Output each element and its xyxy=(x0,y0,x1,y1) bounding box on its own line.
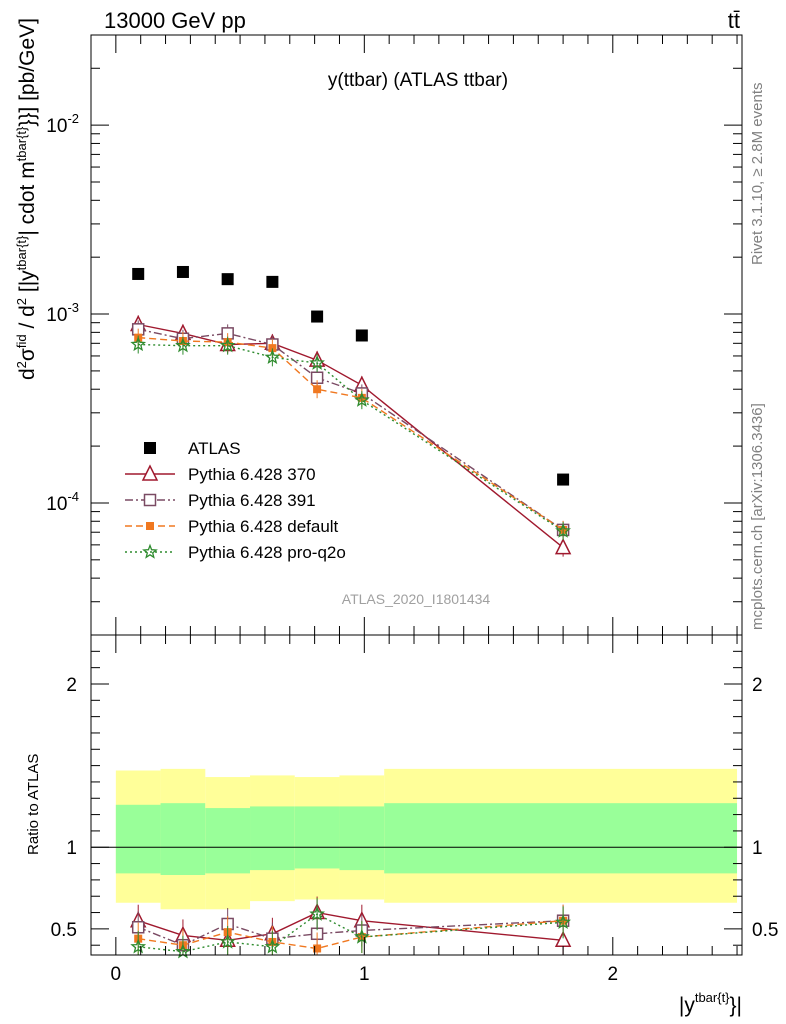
uncertainty-band-stat xyxy=(384,803,738,874)
ratio-y-tick-label: 2 xyxy=(66,675,77,696)
legend-marker xyxy=(143,493,157,507)
ratio-data-point xyxy=(264,938,281,954)
x-tick-label: 1 xyxy=(359,964,370,985)
data-point xyxy=(353,391,370,407)
x-tick-label: 2 xyxy=(608,964,619,985)
ratio-data-point xyxy=(309,905,326,921)
data-point xyxy=(176,265,189,278)
main-y-tick-label: 10-4 xyxy=(46,489,79,515)
ratio-series-line xyxy=(137,920,564,946)
uncertainty-band-stat xyxy=(115,804,161,874)
legend-item: Pythia 6.428 391 xyxy=(125,491,316,510)
data-point xyxy=(313,385,322,394)
legend-label: Pythia 6.428 391 xyxy=(188,491,316,510)
x-tick-label: 0 xyxy=(111,964,122,985)
ratio-series-pythia-6-428-pro-q2o xyxy=(130,898,572,959)
legend-item: Pythia 6.428 pro-q2o xyxy=(125,543,346,562)
data-point xyxy=(557,473,570,486)
data-point xyxy=(309,354,325,370)
data-point xyxy=(132,267,145,280)
data-point xyxy=(221,273,234,286)
ratio-panel: 0.5 0.5 1 1 2 2 0 1 2 Ratio to ATLAS |ytbar{t}}| xyxy=(25,634,778,1017)
ratio-frame xyxy=(90,634,743,956)
series-line xyxy=(138,323,564,549)
main-y-tick-label: 10-3 xyxy=(46,300,79,326)
ratio-y-tick-label-right: 2 xyxy=(752,675,763,696)
legend-label: Pythia 6.428 default xyxy=(188,517,339,536)
ratio-y-axis-label: Ratio to ATLAS xyxy=(25,754,42,855)
series-atlas xyxy=(132,265,570,486)
data-point xyxy=(555,522,572,538)
uncertainty-band-stat xyxy=(250,806,295,871)
series-pythia-6-428-pro-q2o xyxy=(130,335,572,541)
legend-marker xyxy=(144,442,156,454)
data-point xyxy=(219,337,236,353)
legend-item: ATLAS xyxy=(144,439,241,458)
uncertainty-band-stat xyxy=(205,808,251,874)
uncertainty-band-stat xyxy=(294,806,340,869)
x-axis-label: |ytbar{t}}| xyxy=(679,990,742,1017)
uncertainty-band-stat xyxy=(339,806,385,871)
ratio-series-pythia-6-428-391 xyxy=(131,904,570,955)
data-point xyxy=(266,275,279,288)
rivet-version-label: Rivet 3.1.10, ≥ 2.8M events xyxy=(749,83,766,266)
legend-item: Pythia 6.428 default xyxy=(125,517,339,536)
legend: ATLAS Pythia 6.428 370 Pythia 6.428 391 Pyt… xyxy=(125,439,346,562)
data-point xyxy=(355,329,368,342)
ratio-y-tick-label: 0.5 xyxy=(51,920,77,941)
data-point xyxy=(311,310,324,323)
data-point xyxy=(175,337,191,353)
ratio-data-point xyxy=(353,928,370,944)
svg-text:|ytbar{t}}|: |ytbar{t}}| xyxy=(679,990,742,1017)
header-beam-label: 13000 GeV pp xyxy=(104,8,246,33)
data-point xyxy=(264,348,281,365)
main-title: y(ttbar) (ATLAS ttbar) xyxy=(328,70,508,91)
data-point xyxy=(268,344,277,353)
ratio-data-point xyxy=(313,944,322,953)
uncertainty-band-stat xyxy=(160,803,206,875)
ratio-series-line xyxy=(138,913,564,953)
ratio-data-point xyxy=(555,913,572,930)
data-point xyxy=(554,537,572,555)
main-y-tick-label: 10-2 xyxy=(46,111,79,137)
main-panel: 10-4 10-3 10-2 y(ttbar) (ATLAS ttbar) ATLA… xyxy=(14,18,743,636)
legend-marker xyxy=(141,464,159,481)
analysis-watermark: ATLAS_2020_I1801434 xyxy=(342,591,491,607)
ratio-y-tick-label-right: 1 xyxy=(752,838,763,859)
legend-item: Pythia 6.428 370 xyxy=(125,464,316,484)
svg-text:d2σfid / d2 [|ytbar{t}| cdot m: d2σfid / d2 [|ytbar{t}| cdot mtbar{t}}}]… xyxy=(14,18,39,380)
main-y-axis-label: d2σfid / d2 [|ytbar{t}| cdot mtbar{t}}}]… xyxy=(14,18,39,380)
mcplots-label: mcplots.cern.ch [arXiv:1306.3436] xyxy=(749,403,766,630)
legend-label: Pythia 6.428 pro-q2o xyxy=(188,543,346,562)
ratio-y-tick-label-right: 0.5 xyxy=(752,920,778,941)
ratio-y-tick-label: 1 xyxy=(66,838,77,859)
header-process-label: tt̄ xyxy=(728,8,740,33)
legend-marker xyxy=(142,543,158,559)
ratio-data-point xyxy=(130,938,147,954)
ratio-data-point xyxy=(219,933,236,949)
legend-label: Pythia 6.428 370 xyxy=(188,465,316,484)
data-point xyxy=(130,336,147,352)
legend-marker xyxy=(146,522,154,530)
legend-label: ATLAS xyxy=(188,439,241,458)
